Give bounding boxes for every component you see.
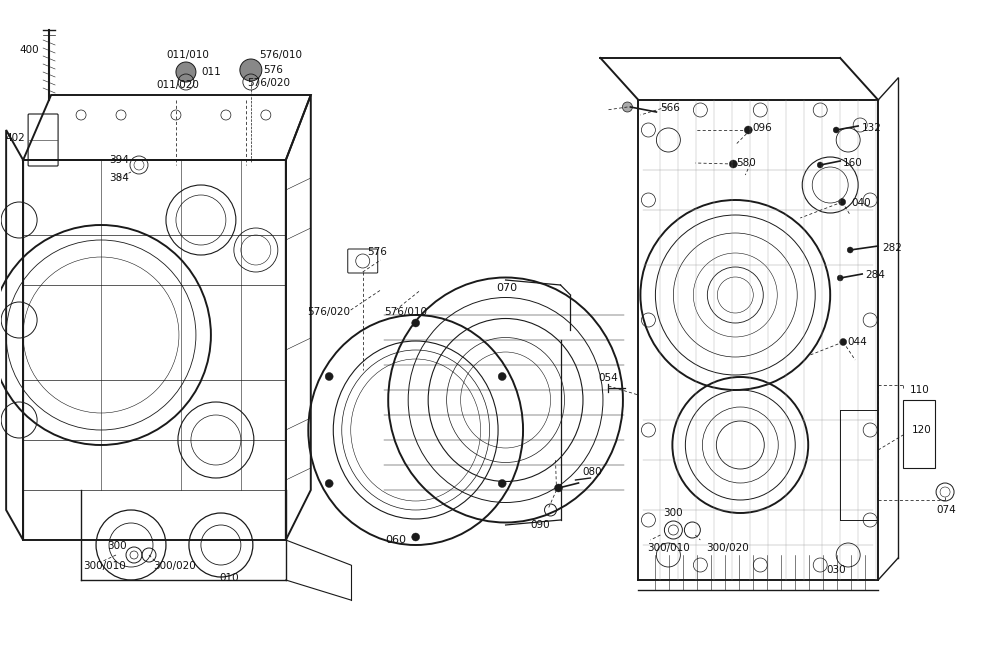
- Text: 576/020: 576/020: [307, 307, 350, 317]
- Circle shape: [412, 533, 420, 541]
- Text: 576/010: 576/010: [259, 50, 302, 60]
- Text: 284: 284: [865, 270, 885, 280]
- Text: 011/010: 011/010: [166, 50, 209, 60]
- Text: 300/020: 300/020: [706, 543, 749, 553]
- Circle shape: [840, 338, 847, 346]
- Text: 394: 394: [109, 155, 129, 165]
- Text: 566: 566: [660, 103, 680, 113]
- Text: 080: 080: [582, 467, 602, 477]
- Text: 070: 070: [496, 283, 517, 293]
- Text: 090: 090: [531, 520, 550, 530]
- Text: 576: 576: [367, 247, 387, 257]
- Text: 060: 060: [385, 535, 406, 545]
- Text: 054: 054: [598, 373, 618, 383]
- Text: 282: 282: [882, 243, 902, 253]
- Text: 011/020: 011/020: [156, 80, 199, 90]
- Text: 110: 110: [910, 385, 930, 395]
- Text: 010: 010: [219, 573, 239, 583]
- Circle shape: [744, 126, 752, 134]
- Circle shape: [176, 62, 196, 82]
- Text: 576/010: 576/010: [384, 307, 427, 317]
- Text: 040: 040: [851, 198, 871, 208]
- Text: 300/010: 300/010: [647, 543, 690, 553]
- Circle shape: [837, 275, 843, 281]
- Text: 402: 402: [5, 133, 25, 143]
- Circle shape: [817, 162, 823, 168]
- Circle shape: [555, 484, 563, 492]
- Text: 576: 576: [263, 65, 283, 75]
- Text: 400: 400: [19, 45, 39, 55]
- Circle shape: [847, 247, 853, 253]
- Circle shape: [622, 102, 632, 112]
- Text: 300/020: 300/020: [153, 561, 196, 571]
- Text: 576/020: 576/020: [247, 78, 290, 88]
- Text: 120: 120: [912, 425, 932, 435]
- Text: 160: 160: [843, 158, 863, 168]
- Text: 044: 044: [847, 337, 867, 347]
- Text: 132: 132: [862, 123, 882, 133]
- Circle shape: [833, 127, 839, 133]
- Circle shape: [498, 373, 506, 380]
- Text: 300/010: 300/010: [83, 561, 126, 571]
- Circle shape: [325, 373, 333, 380]
- Text: 011: 011: [201, 67, 221, 77]
- Text: 096: 096: [752, 123, 772, 133]
- Circle shape: [240, 59, 262, 81]
- Circle shape: [839, 199, 846, 205]
- Circle shape: [729, 160, 737, 168]
- Text: 300: 300: [664, 508, 683, 518]
- Text: 030: 030: [826, 565, 846, 575]
- Circle shape: [412, 319, 420, 327]
- Text: 384: 384: [109, 173, 129, 183]
- Text: 074: 074: [936, 505, 956, 515]
- Text: 580: 580: [736, 158, 756, 168]
- Text: 300: 300: [107, 541, 127, 551]
- Circle shape: [325, 480, 333, 487]
- Circle shape: [498, 480, 506, 487]
